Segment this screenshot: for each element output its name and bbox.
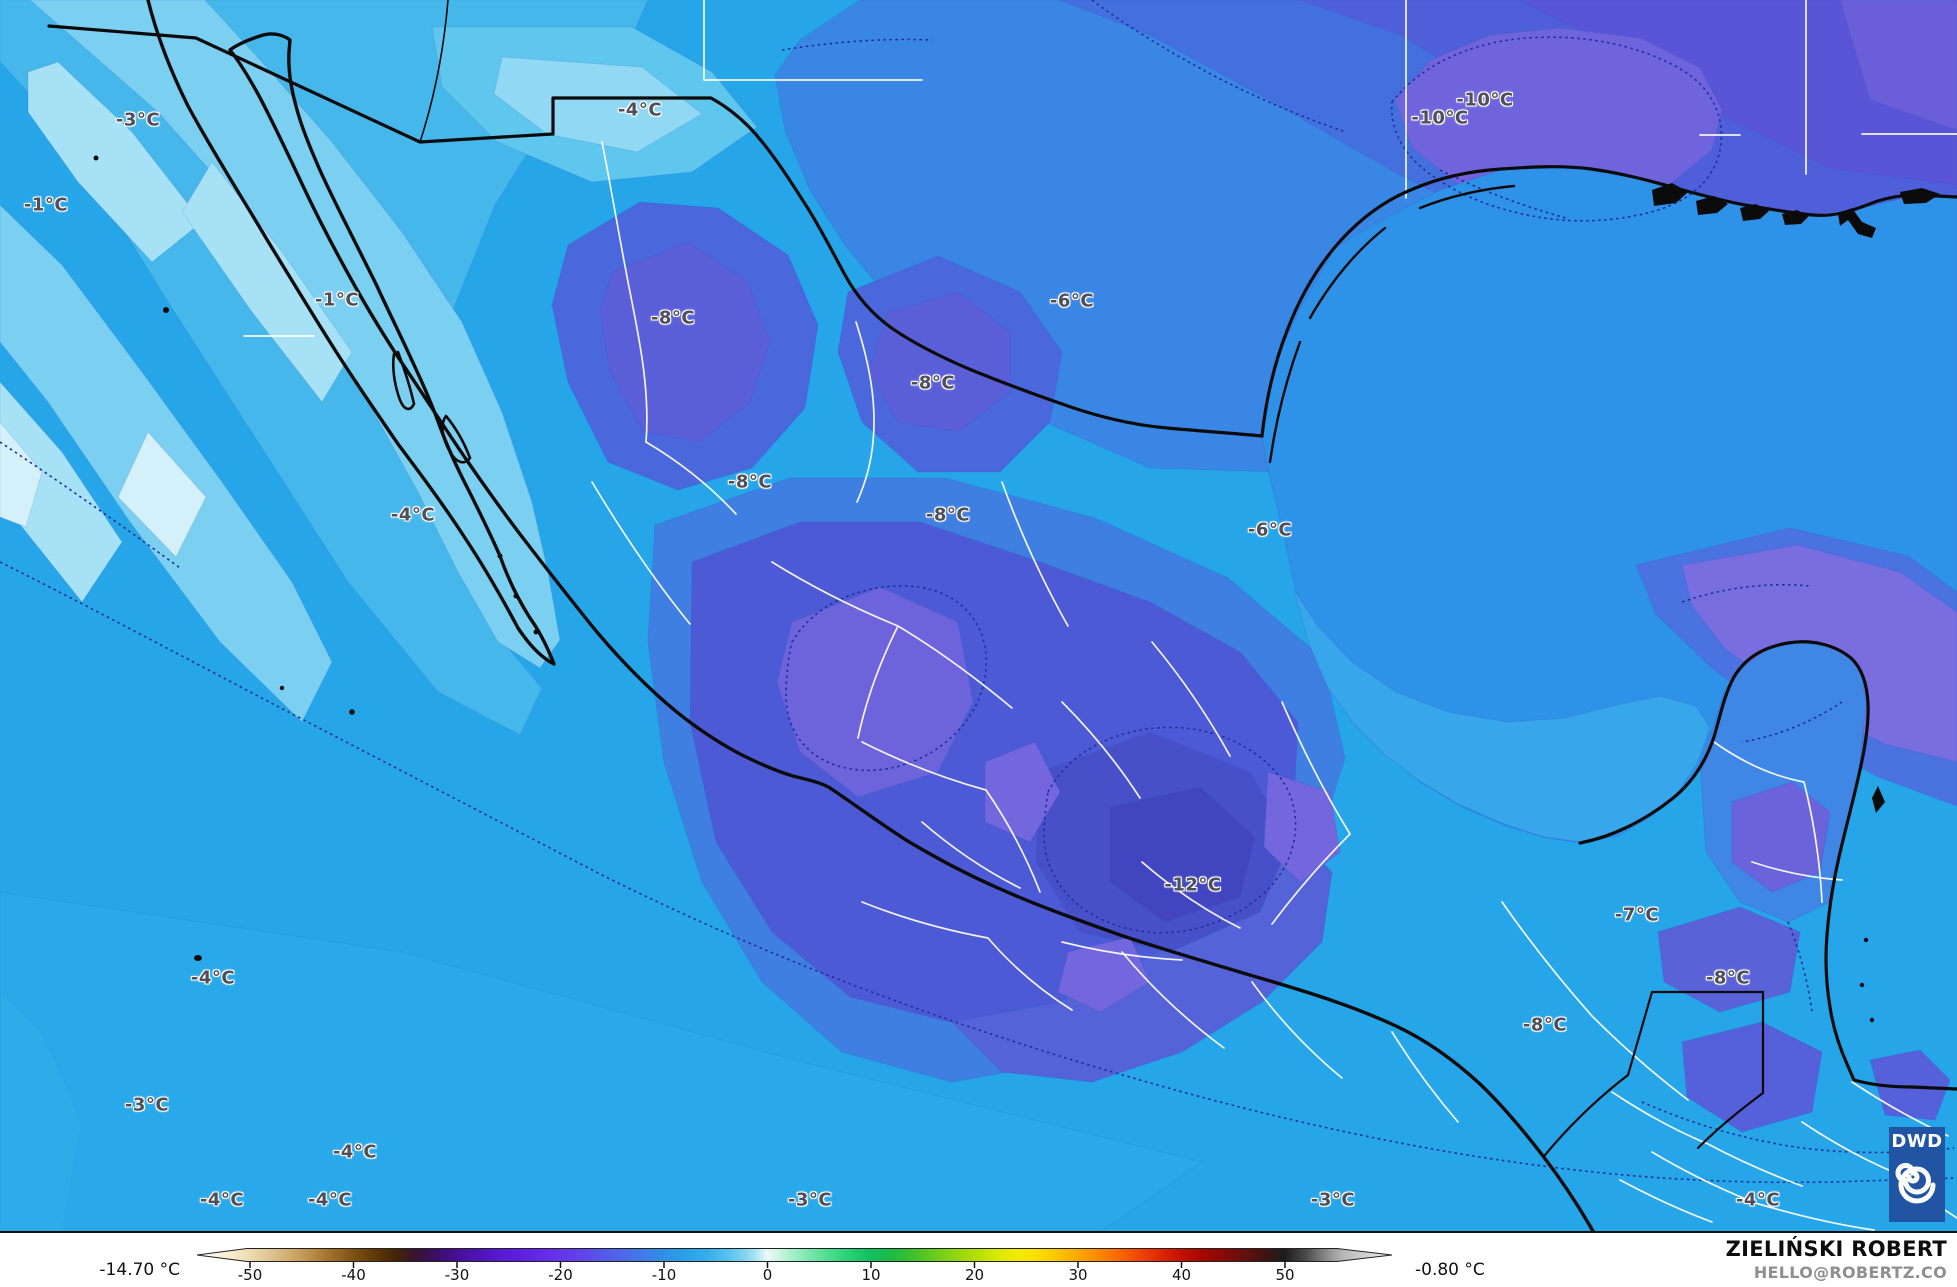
temp-label: -3°C (115, 109, 161, 131)
colorbar-tick-label: 0 (762, 1266, 773, 1284)
dotted-contours (0, 0, 1957, 1184)
guatemala-border (1543, 990, 1765, 1157)
colorbar-tick-label: 30 (1068, 1266, 1088, 1284)
temp-label: -8°C (650, 307, 696, 329)
temp-label: -4°C (390, 504, 436, 526)
temp-label: -3°C (787, 1189, 833, 1211)
temp-label: -8°C (925, 504, 971, 526)
contact-email: HELLO@ROBERTZ.CO (1753, 1263, 1947, 1282)
colorbar-tick-label: 20 (964, 1266, 985, 1284)
colorbar-tick-label: -30 (444, 1266, 470, 1284)
gulf-coastline (1260, 165, 1957, 438)
temp-label: -3°C (124, 1094, 170, 1116)
temp-label: -6°C (1049, 290, 1095, 312)
temp-label: -12°C (1164, 874, 1222, 896)
author-name: ZIELIŃSKI ROBERT (1725, 1237, 1947, 1261)
temp-label: -4°C (332, 1141, 378, 1163)
temp-label: -4°C (617, 99, 663, 121)
island-specks (93, 155, 1940, 1023)
temp-label: -4°C (199, 1189, 245, 1211)
texas-barrier-islands (1268, 184, 1516, 464)
colorbar-tick-label: -20 (548, 1266, 573, 1284)
colorbar-gradient-bar (197, 1248, 1392, 1262)
temp-label: -3°C (1310, 1189, 1356, 1211)
temp-label: -8°C (1705, 967, 1751, 989)
temp-label: -8°C (1522, 1014, 1568, 1036)
gulf-islands (391, 350, 472, 464)
map-canvas (0, 0, 1957, 1231)
coastlines (47, 0, 1957, 1231)
colorbar-tick-label: 10 (861, 1266, 881, 1284)
colorbar-tick-label: -10 (651, 1266, 677, 1284)
colorbar-tick-label: -40 (341, 1266, 366, 1284)
min-temp-label: -14.70 °C (99, 1260, 180, 1280)
temp-label: -1°C (23, 194, 69, 216)
temp-label: -8°C (727, 471, 773, 493)
dwd-logo-text: DWD (1891, 1131, 1943, 1152)
temp-label: -4°C (190, 967, 236, 989)
yucatan-coastline (1578, 640, 1957, 1091)
temp-label: -7°C (1614, 904, 1660, 926)
max-temp-label: -0.80 °C (1415, 1260, 1485, 1280)
colorbar (197, 1248, 1392, 1268)
temp-label: -4°C (307, 1189, 353, 1211)
california-arizona-line (419, 0, 449, 143)
dwd-spiral-icon (1895, 1163, 1936, 1204)
temp-label: -1°C (314, 289, 360, 311)
footer: -14.70 °C (0, 1233, 1957, 1287)
temperature-field (0, 0, 1957, 1231)
colorbar-tick-marks (249, 1261, 1286, 1268)
temp-label: -6°C (1247, 519, 1293, 541)
colorbar-tick-label: 40 (1171, 1266, 1192, 1284)
credits: ZIELIŃSKI ROBERT HELLO@ROBERTZ.CO (1726, 1237, 1947, 1282)
temperature-map: -3°C -1°C -4°C -10°C -10°C -1°C -6°C -8°C -8°C -8… (0, 0, 1957, 1233)
colorbar-tick-label: -50 (237, 1266, 263, 1284)
temp-label: -10°C (1411, 107, 1469, 129)
us-mexico-border (47, 24, 1264, 438)
temp-label: -4°C (1735, 1189, 1781, 1211)
colorbar-tick-label: 50 (1275, 1266, 1295, 1284)
dwd-logo: DWD (1889, 1127, 1945, 1222)
baja-california-coastline (146, 0, 1595, 1231)
temp-label: -8°C (910, 372, 956, 394)
temp-label: -10°C (1456, 89, 1514, 111)
